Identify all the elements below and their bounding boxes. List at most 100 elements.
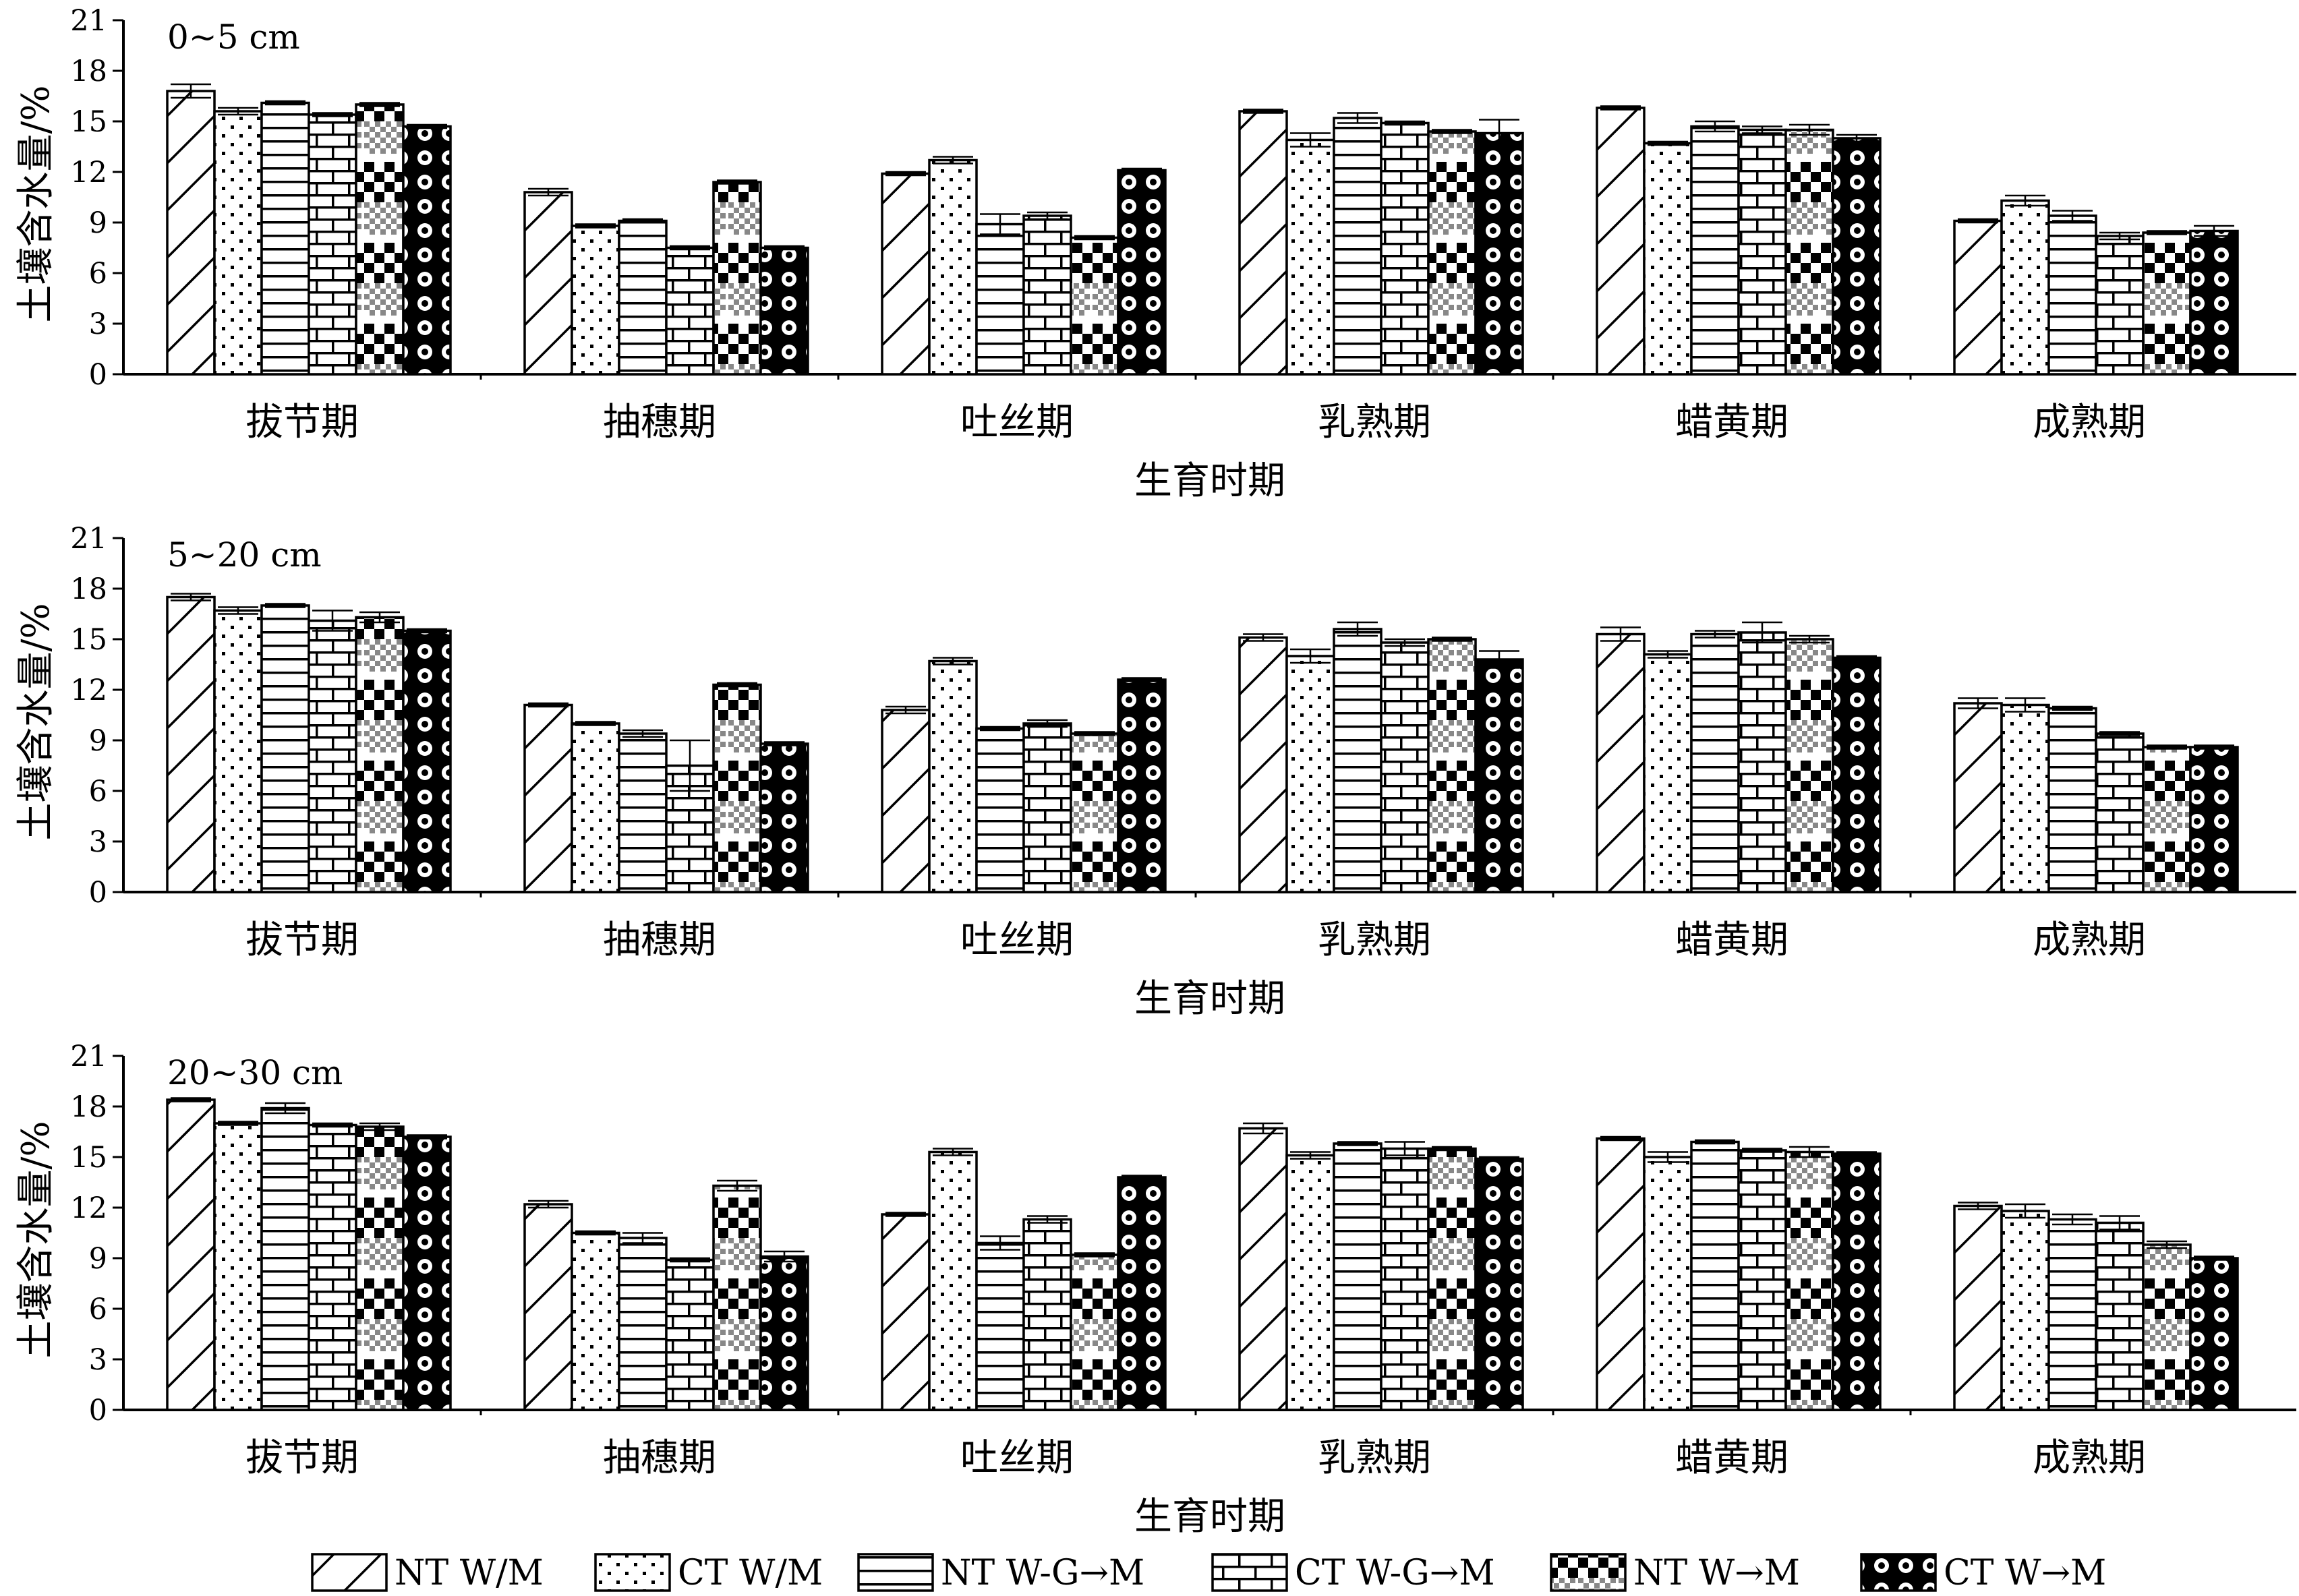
error-bar-3-6	[2052, 1213, 2093, 1226]
y-tick-label: 6	[89, 775, 107, 808]
bar-1-5	[1596, 1137, 1646, 1411]
bar-2-6	[2000, 1210, 2050, 1411]
bar-2-6	[2000, 199, 2050, 376]
category-label: 拔节期	[245, 401, 359, 444]
error-bar-6-4	[1479, 119, 1519, 148]
error-bar-5-5	[1789, 634, 1830, 644]
bar-5-3	[1070, 1253, 1119, 1411]
bar-6-1	[402, 629, 452, 893]
error-bar-6-6	[2194, 1255, 2234, 1261]
y-tick-label: 15	[70, 1141, 107, 1175]
bar-6-4	[1474, 1157, 1524, 1411]
error-bar-6-2	[764, 245, 805, 251]
error-bar-6-6	[2194, 225, 2234, 237]
bar-1-1	[166, 595, 216, 893]
error-bar-2-1	[218, 107, 258, 116]
x-axis-title: 生育时期	[1134, 977, 1285, 1021]
bar-3-5	[1690, 1140, 1740, 1411]
error-bar-6-3	[1122, 1175, 1162, 1180]
error-bar-4-3	[1027, 211, 1068, 220]
error-bar-1-3	[885, 1212, 926, 1217]
bar-3-6	[2047, 1218, 2097, 1411]
category-label: 成熟期	[2033, 918, 2146, 962]
error-bar-5-3	[1074, 731, 1115, 736]
legend-item-1: NT W/M	[311, 1553, 544, 1593]
error-bar-3-3	[980, 1235, 1020, 1251]
bar-3-4	[1333, 117, 1383, 376]
error-bar-3-6	[2052, 705, 2093, 711]
bar-1-6	[1953, 219, 2003, 376]
error-bar-3-5	[1695, 630, 1735, 639]
error-bar-1-4	[1243, 633, 1283, 642]
error-bar-3-3	[980, 213, 1020, 235]
bar-6-2	[759, 1255, 809, 1411]
error-bar-1-1	[171, 83, 211, 99]
bar-1-2	[523, 191, 573, 376]
bar-6-2	[759, 246, 809, 376]
error-bar-3-4	[1337, 1141, 1378, 1146]
error-bar-4-2	[670, 245, 710, 251]
error-bar-3-2	[622, 729, 663, 738]
bar-4-4	[1380, 121, 1430, 376]
bar-5-3	[1070, 732, 1119, 893]
error-bar-5-2	[717, 682, 757, 688]
error-bar-4-1	[312, 610, 353, 632]
bar-6-4	[1474, 658, 1524, 893]
error-bar-3-3	[980, 726, 1020, 732]
bar-5-5	[1784, 638, 1834, 893]
error-bar-3-6	[2052, 210, 2093, 222]
error-bar-1-2	[528, 187, 569, 197]
bar-5-1	[355, 616, 405, 893]
legend-label: NT W/M	[395, 1553, 544, 1593]
legend-swatch	[1550, 1553, 1627, 1592]
error-bar-1-6	[1958, 1202, 1998, 1210]
legend-label: CT W/M	[678, 1553, 823, 1593]
bar-2-4	[1285, 1154, 1335, 1411]
error-bar-5-6	[2147, 744, 2187, 750]
error-bar-5-1	[359, 102, 400, 107]
y-axis-title: 土壤含水量/%	[14, 603, 58, 840]
error-bar-4-2	[670, 739, 710, 792]
error-bar-1-6	[1958, 218, 1998, 224]
bar-2-2	[571, 225, 620, 376]
error-bar-6-5	[1836, 1151, 1877, 1156]
legend-label: NT W-G→M	[941, 1553, 1144, 1593]
error-bar-2-4	[1290, 1151, 1331, 1160]
category-label: 吐丝期	[960, 401, 1074, 444]
bar-1-3	[881, 172, 931, 376]
bar-4-1	[308, 113, 357, 376]
legend-label: CT W→M	[1944, 1553, 2106, 1593]
bar-4-1	[308, 1123, 357, 1411]
bar-5-3	[1070, 236, 1119, 376]
error-bar-2-2	[575, 721, 616, 726]
error-bar-6-3	[1122, 677, 1162, 682]
error-bar-2-3	[933, 657, 973, 666]
bar-1-4	[1238, 636, 1288, 893]
error-bar-4-4	[1385, 1141, 1425, 1156]
category-label: 蜡黄期	[1675, 1436, 1788, 1480]
y-tick-label: 18	[70, 1090, 107, 1124]
bar-1-2	[523, 703, 573, 893]
error-bar-4-3	[1027, 1215, 1068, 1224]
error-bar-3-1	[265, 603, 305, 608]
bar-6-3	[1117, 1176, 1167, 1411]
y-tick-label: 15	[70, 623, 107, 657]
error-bar-5-4	[1432, 129, 1472, 134]
bar-3-1	[260, 604, 310, 893]
y-tick-label: 18	[70, 55, 107, 88]
error-bar-4-6	[2099, 1215, 2140, 1231]
bar-3-5	[1690, 632, 1740, 893]
y-axis-title: 土壤含水量/%	[14, 85, 58, 322]
error-bar-3-4	[1337, 112, 1378, 124]
bar-2-5	[1643, 653, 1693, 893]
error-bar-5-1	[359, 611, 400, 624]
category-label: 乳熟期	[1318, 918, 1431, 962]
chart-panel-3: 0 3 6 9 12 15 18 21 20~30 cm 土壤含水量/% 拔节期 抽穗期 吐丝期 乳熟期 蜡…	[14, 1040, 2296, 1539]
bar-2-4	[1285, 655, 1335, 893]
y-tick-label: 3	[89, 825, 107, 859]
bar-5-4	[1427, 638, 1477, 893]
bar-6-6	[2189, 746, 2239, 893]
error-bar-6-4	[1479, 1156, 1519, 1162]
bar-4-5	[1737, 631, 1787, 893]
error-bar-6-2	[764, 741, 805, 746]
